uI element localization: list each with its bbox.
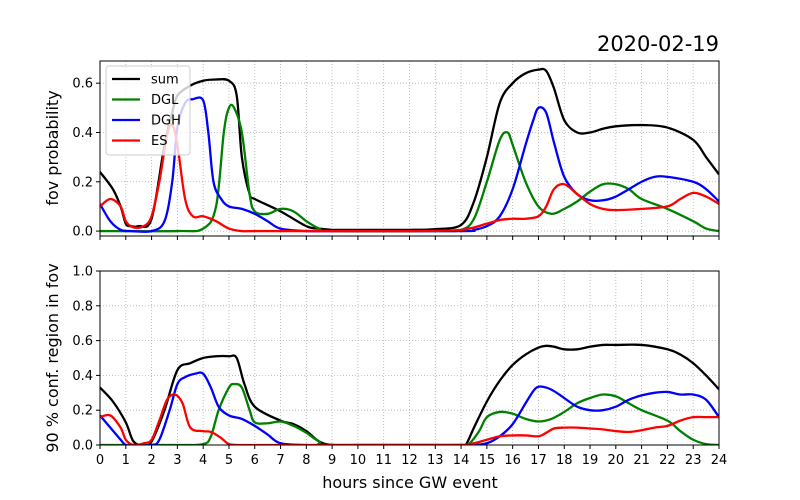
- series-line-dgl: [100, 103, 719, 233]
- y-tick-label: 0.4: [72, 369, 93, 384]
- x-tick-label: 1: [122, 453, 130, 468]
- y-tick-label: 0.8: [72, 299, 93, 314]
- x-tick-label: 21: [633, 453, 650, 468]
- x-tick-label: 16: [504, 453, 521, 468]
- x-tick-label: 13: [427, 453, 444, 468]
- x-tick-label: 2: [147, 453, 155, 468]
- x-tick-label: 5: [225, 453, 233, 468]
- series-group: [100, 343, 719, 445]
- top-axes: 0.0 0.2 0.4 0.6 sum DGL DGH ES: [72, 60, 720, 240]
- x-tick-label: 15: [479, 453, 496, 468]
- x-tick-label: 22: [659, 453, 676, 468]
- x-tick-label: 14: [453, 453, 470, 468]
- legend-label-sum: sum: [151, 73, 179, 88]
- chart-title: 2020-02-19: [597, 32, 719, 56]
- bottom-axes: 0.00.20.40.60.81.00 1 2 3 4 5 6 7 8 9 10 11 12 13 14 15…: [72, 265, 727, 469]
- y-tick-label: 0.2: [72, 404, 93, 419]
- x-tick-label: 18: [556, 453, 573, 468]
- legend-label-es: ES: [151, 134, 167, 149]
- x-tick-label: 9: [328, 453, 336, 468]
- legend-label-dgh: DGH: [151, 114, 181, 129]
- bottom-ylabel: 90 % conf. region in fov: [43, 263, 62, 452]
- y-tick-label: 0.4: [72, 126, 93, 141]
- x-tick-label: 4: [199, 453, 207, 468]
- xlabel: hours since GW event: [322, 473, 498, 492]
- top-ylabel: fov probability: [43, 90, 62, 205]
- x-tick-label: 3: [173, 453, 181, 468]
- x-tick-label: 0: [96, 453, 104, 468]
- legend-label-dgl: DGL: [151, 93, 179, 108]
- y-tick-label: 0.0: [72, 439, 93, 454]
- series-line-dgl: [100, 382, 719, 445]
- series-line-sum: [100, 343, 719, 445]
- x-tick-label: 17: [530, 453, 547, 468]
- series-line-dgh: [100, 371, 719, 445]
- x-tick-label: 12: [401, 453, 418, 468]
- x-tick-label: 23: [685, 453, 702, 468]
- legend: sum DGL DGH ES: [105, 65, 191, 156]
- x-tick-label: 24: [711, 453, 728, 468]
- x-tick-label: 8: [302, 453, 310, 468]
- x-tick-label: 7: [276, 453, 284, 468]
- x-tick-label: 10: [350, 453, 367, 468]
- y-tick-label: 0.6: [72, 77, 93, 92]
- y-tick-label: 0.2: [72, 175, 93, 190]
- grid: [99, 270, 720, 446]
- x-tick-label: 6: [251, 453, 259, 468]
- series-line-es: [100, 393, 719, 445]
- series-group: [100, 67, 719, 233]
- series-line-es: [100, 123, 719, 233]
- legend-box: [105, 65, 191, 156]
- y-tick-label: 1.0: [72, 265, 93, 280]
- x-tick-label: 19: [582, 453, 599, 468]
- x-tick-label: 20: [608, 453, 625, 468]
- y-tick-label: 0.0: [72, 225, 93, 240]
- x-tick-label: 11: [375, 453, 392, 468]
- y-tick-label: 0.6: [72, 334, 93, 349]
